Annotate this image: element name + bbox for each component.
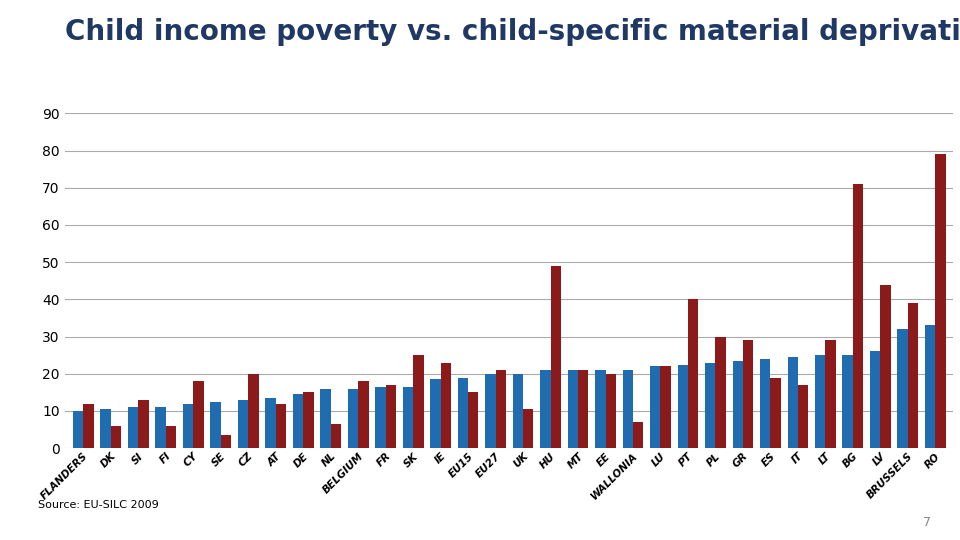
Bar [84,403,93,448]
Bar [156,407,166,448]
Bar [578,370,588,448]
Bar [276,403,286,448]
Bar [715,336,726,448]
Bar [935,154,946,448]
Bar [732,361,743,448]
Bar [348,389,358,448]
Bar [485,374,495,448]
Bar [182,403,193,448]
Bar [303,393,314,448]
Bar [650,366,660,448]
Bar [678,364,688,448]
Bar [688,299,699,448]
Bar [843,355,852,448]
Bar [110,426,121,448]
Bar [73,411,84,448]
Bar [468,393,478,448]
Bar [898,329,908,448]
Bar [413,355,423,448]
Bar [293,394,303,448]
Bar [495,370,506,448]
Bar [320,389,330,448]
Bar [513,374,523,448]
Bar [523,409,534,448]
Bar [386,385,396,448]
Bar [358,381,369,448]
Bar [430,380,441,448]
Bar [826,340,836,448]
Bar [633,422,643,448]
Bar [787,357,798,448]
Bar [402,387,413,448]
Bar [166,426,176,448]
Bar [128,407,138,448]
Text: Child income poverty vs. child-specific material deprivation: Child income poverty vs. child-specific … [65,18,960,46]
Bar [210,402,221,448]
Bar [375,387,386,448]
Bar [550,266,561,448]
Bar [265,398,276,448]
Bar [330,424,341,448]
Bar [908,303,919,448]
Bar [705,363,715,448]
Bar [595,370,606,448]
Text: 7: 7 [924,516,931,529]
Bar [567,370,578,448]
Bar [100,409,110,448]
Bar [221,435,231,448]
Bar [925,326,935,448]
Bar [138,400,149,448]
Bar [743,340,754,448]
Bar [458,377,468,448]
Bar [622,370,633,448]
Bar [815,355,826,448]
Bar [798,385,808,448]
Bar [441,363,451,448]
Bar [606,374,616,448]
Bar [880,285,891,448]
Bar [760,359,771,448]
Bar [238,400,248,448]
Bar [193,381,204,448]
Bar [771,377,780,448]
Text: Source: EU-SILC 2009: Source: EU-SILC 2009 [38,500,159,510]
Bar [660,366,671,448]
Bar [870,352,880,448]
Bar [540,370,550,448]
Bar [248,374,258,448]
Bar [852,184,863,448]
